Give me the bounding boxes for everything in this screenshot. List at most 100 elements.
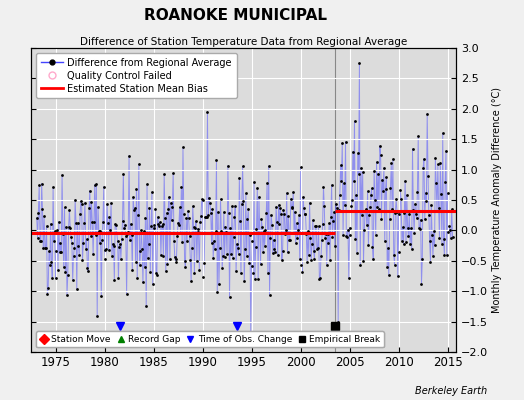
Point: [309, 217, 317, 224]
Point: [147, 223, 155, 230]
Point: [203, 108, 212, 115]
Point: [410, 230, 418, 236]
Point: [340, 180, 348, 186]
Point: [70, 245, 79, 251]
Point: [215, 281, 223, 288]
Point: [160, 171, 168, 178]
Point: [279, 207, 288, 213]
Point: [191, 225, 200, 231]
Point: [411, 211, 420, 218]
Point: [146, 269, 155, 276]
Point: [184, 215, 193, 222]
Point: [79, 240, 88, 246]
Point: [37, 238, 45, 244]
Point: [189, 203, 197, 210]
Point: [237, 270, 245, 276]
Point: [326, 256, 334, 263]
Point: [420, 156, 428, 162]
Point: [277, 210, 285, 217]
Point: [103, 201, 111, 208]
Point: [126, 236, 134, 243]
Point: [51, 275, 60, 282]
Point: [335, 207, 343, 213]
Point: [367, 185, 376, 192]
Point: [43, 291, 51, 297]
Point: [214, 208, 222, 215]
Point: [300, 210, 309, 217]
Point: [387, 160, 396, 167]
Point: [192, 218, 200, 224]
Point: [331, 243, 339, 249]
Point: [149, 224, 158, 231]
Point: [338, 140, 346, 146]
Point: [383, 263, 391, 270]
Point: [381, 186, 390, 192]
Point: [200, 260, 209, 266]
Point: [145, 204, 154, 211]
Point: [257, 216, 266, 222]
Point: [68, 240, 76, 246]
Point: [46, 262, 54, 269]
Point: [57, 249, 66, 256]
Point: [275, 220, 283, 227]
Point: [75, 252, 83, 258]
Point: [61, 269, 70, 275]
Point: [110, 243, 118, 249]
Point: [152, 272, 161, 278]
Point: [291, 209, 299, 215]
Point: [316, 275, 324, 281]
Point: [372, 232, 380, 238]
Point: [174, 220, 182, 226]
Point: [228, 255, 237, 262]
Point: [34, 210, 42, 216]
Point: [206, 200, 214, 206]
Point: [417, 280, 425, 287]
Point: [136, 248, 145, 254]
Point: [230, 234, 238, 240]
Point: [332, 207, 341, 214]
Point: [94, 204, 102, 211]
Point: [408, 246, 416, 252]
Point: [324, 239, 333, 246]
Point: [180, 257, 189, 264]
Point: [354, 170, 363, 177]
Point: [311, 222, 320, 229]
Point: [202, 214, 210, 220]
Point: [375, 206, 383, 212]
Point: [314, 223, 323, 229]
Point: [271, 249, 279, 255]
Point: [293, 234, 301, 241]
Point: [397, 196, 405, 202]
Point: [42, 222, 51, 229]
Point: [114, 275, 123, 281]
Point: [89, 251, 97, 257]
Point: [185, 232, 194, 239]
Point: [278, 248, 287, 254]
Point: [144, 255, 152, 262]
Point: [353, 250, 361, 256]
Point: [386, 185, 395, 192]
Point: [202, 214, 211, 220]
Point: [269, 237, 278, 243]
Point: [34, 235, 42, 241]
Point: [445, 223, 453, 230]
Point: [297, 164, 305, 170]
Point: [304, 252, 313, 258]
Point: [167, 200, 175, 206]
Point: [299, 194, 307, 200]
Point: [237, 201, 246, 208]
Point: [317, 253, 325, 259]
Point: [422, 198, 431, 204]
Point: [172, 256, 181, 262]
Point: [256, 261, 265, 268]
Point: [123, 291, 131, 297]
Point: [220, 209, 228, 215]
Point: [250, 179, 258, 185]
Point: [196, 212, 205, 219]
Point: [56, 249, 64, 256]
Point: [395, 249, 403, 255]
Point: [64, 224, 73, 230]
Point: [358, 211, 366, 218]
Point: [108, 240, 117, 247]
Point: [177, 184, 185, 191]
